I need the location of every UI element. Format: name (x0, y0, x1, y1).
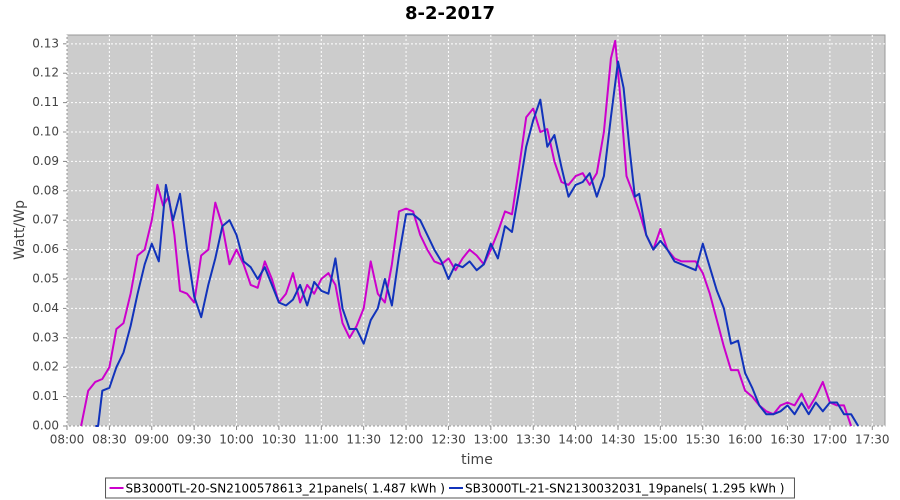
x-tick-label: 14:00 (558, 433, 593, 447)
x-tick-label: 16:00 (728, 433, 763, 447)
chart-title: 8-2-2017 (405, 3, 495, 24)
y-tick-label: 0.12 (32, 66, 59, 80)
plot-area (66, 34, 886, 427)
y-tick-label: 0.01 (32, 389, 59, 403)
y-tick-label: 0.10 (32, 125, 59, 139)
x-tick-label: 10:00 (219, 433, 254, 447)
x-axis-label: time (461, 452, 493, 468)
y-tick-label: 0.09 (32, 154, 59, 168)
x-tick-label: 11:30 (346, 433, 381, 447)
x-tick-label: 15:30 (685, 433, 720, 447)
x-tick-label: 08:30 (92, 433, 127, 447)
x-tick-label: 13:00 (474, 433, 509, 447)
y-tick-label: 0.07 (32, 213, 59, 227)
series-line (80, 39, 853, 427)
x-tick-label: 09:30 (177, 433, 212, 447)
legend-label: SB3000TL-21-SN2130032031_19panels( 1.295… (465, 482, 784, 496)
y-tick-label: 0.03 (32, 330, 59, 344)
x-tick-label: 13:30 (516, 433, 551, 447)
x-tick-label: 08:00 (50, 433, 85, 447)
x-tick-label: 15:00 (643, 433, 678, 447)
x-tick-label: 17:00 (813, 433, 848, 447)
series-line (95, 60, 860, 427)
y-tick-label: 0.11 (32, 95, 59, 109)
x-tick-label: 09:00 (134, 433, 169, 447)
y-tick-label: 0.00 (32, 419, 59, 433)
y-tick-label: 0.08 (32, 183, 59, 197)
y-axis-label: Watt/Wp (12, 200, 28, 260)
legend-label: SB3000TL-20-SN2100578613_21panels( 1.487… (126, 482, 445, 496)
y-tick-label: 0.02 (32, 360, 59, 374)
y-tick-label: 0.06 (32, 242, 59, 256)
x-tick-label: 10:30 (262, 433, 297, 447)
x-tick-label: 14:30 (601, 433, 636, 447)
x-tick-label: 12:30 (431, 433, 466, 447)
y-tick-label: 0.04 (32, 301, 59, 315)
y-tick-label: 0.05 (32, 272, 59, 286)
x-tick-label: 11:00 (304, 433, 339, 447)
y-tick-label: 0.13 (32, 36, 59, 50)
x-tick-label: 17:30 (855, 433, 890, 447)
x-tick-label: 16:30 (770, 433, 805, 447)
x-tick-label: 12:00 (389, 433, 424, 447)
